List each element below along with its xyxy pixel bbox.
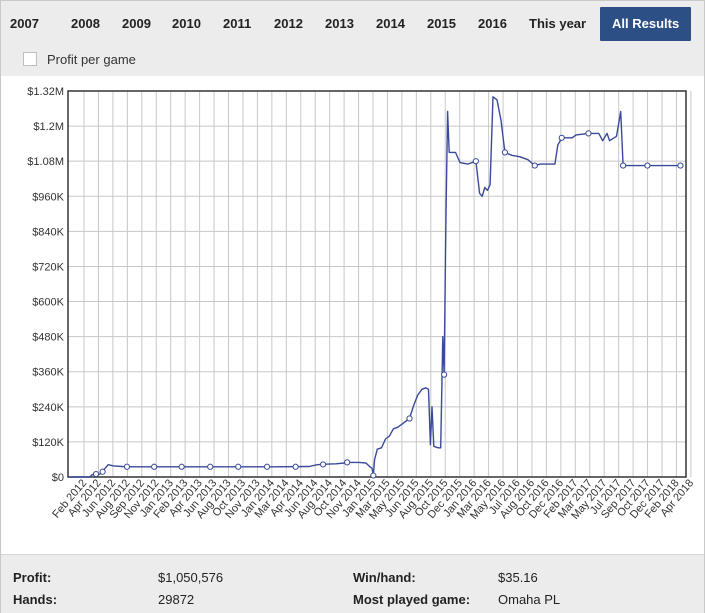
tab-this-year[interactable]: This year [529, 16, 587, 31]
tab-2012[interactable]: 2012 [274, 16, 303, 31]
y-tick-label: $1.2M [33, 121, 64, 133]
win-per-hand-label: Win/hand: [353, 570, 416, 585]
y-tick-label: $120K [32, 437, 64, 449]
tab-2014[interactable]: 2014 [376, 16, 405, 31]
data-point [344, 459, 351, 466]
data-point [319, 461, 327, 468]
tab-2008[interactable]: 2008 [71, 16, 100, 31]
data-point [99, 468, 106, 475]
data-point [619, 162, 627, 169]
data-point [644, 162, 651, 169]
y-tick-label: $480K [32, 332, 64, 344]
data-point [585, 130, 592, 137]
stats-bar: Profit: $1,050,576 Hands: 29872 Win/hand… [1, 554, 704, 613]
tab-2010[interactable]: 2010 [172, 16, 201, 31]
filter-bar: 2007 2008 2009 2010 2011 2012 2013 2014 … [1, 1, 704, 76]
profit-label: Profit: [13, 570, 52, 585]
profit-per-game-toggle[interactable]: Profit per game [23, 50, 136, 68]
data-point [558, 134, 565, 141]
profit-per-game-checkbox[interactable] [23, 52, 37, 66]
data-point [531, 162, 538, 169]
y-tick-label: $840K [32, 226, 64, 238]
y-tick-label: $240K [32, 402, 64, 414]
y-tick-label: $600K [32, 297, 64, 309]
data-point [263, 463, 271, 470]
profit-value: $1,050,576 [158, 570, 224, 585]
data-point [370, 472, 377, 479]
hands-label: Hands: [13, 592, 58, 607]
y-tick-label: $0 [52, 472, 64, 484]
data-point [178, 463, 185, 470]
tab-2013[interactable]: 2013 [325, 16, 354, 31]
tab-2009[interactable]: 2009 [122, 16, 151, 31]
profit-chart-area: $0 $120K $240K $360K $480K $600K $720K $840K $96… [1, 76, 704, 548]
data-point [92, 470, 100, 478]
tab-2011[interactable]: 2011 [223, 16, 252, 31]
y-tick-label: $720K [32, 261, 64, 273]
tab-2007[interactable]: 2007 [10, 16, 39, 31]
y-tick-label: $1.08M [27, 156, 64, 168]
data-point [441, 371, 448, 378]
profit-line [68, 96, 681, 478]
win-per-hand-value: $35.16 [498, 570, 538, 585]
most-played-game-label: Most played game: [353, 592, 471, 607]
data-point [677, 162, 684, 169]
y-tick-label: $1.32M [27, 86, 64, 98]
most-played-game-value: Omaha PL [498, 592, 561, 607]
tab-2015[interactable]: 2015 [427, 16, 456, 31]
data-point [235, 463, 242, 470]
data-point [292, 463, 299, 470]
data-point [406, 415, 413, 422]
data-point [501, 149, 509, 156]
data-point [472, 158, 479, 165]
y-tick-label: $960K [32, 191, 64, 203]
plot-border [67, 90, 687, 478]
tab-all-results[interactable]: All Results [600, 7, 692, 41]
tab-2016[interactable]: 2016 [478, 16, 507, 31]
hands-value: 29872 [158, 592, 195, 607]
y-tick-label: $360K [32, 367, 64, 379]
data-point [207, 463, 214, 470]
plot-background [68, 91, 686, 477]
profit-chart: $0 $120K $240K $360K $480K $600K $720K $840K $96… [27, 86, 696, 522]
data-point [123, 463, 131, 470]
data-point [151, 463, 158, 470]
profit-per-game-label: Profit per game [47, 51, 136, 67]
